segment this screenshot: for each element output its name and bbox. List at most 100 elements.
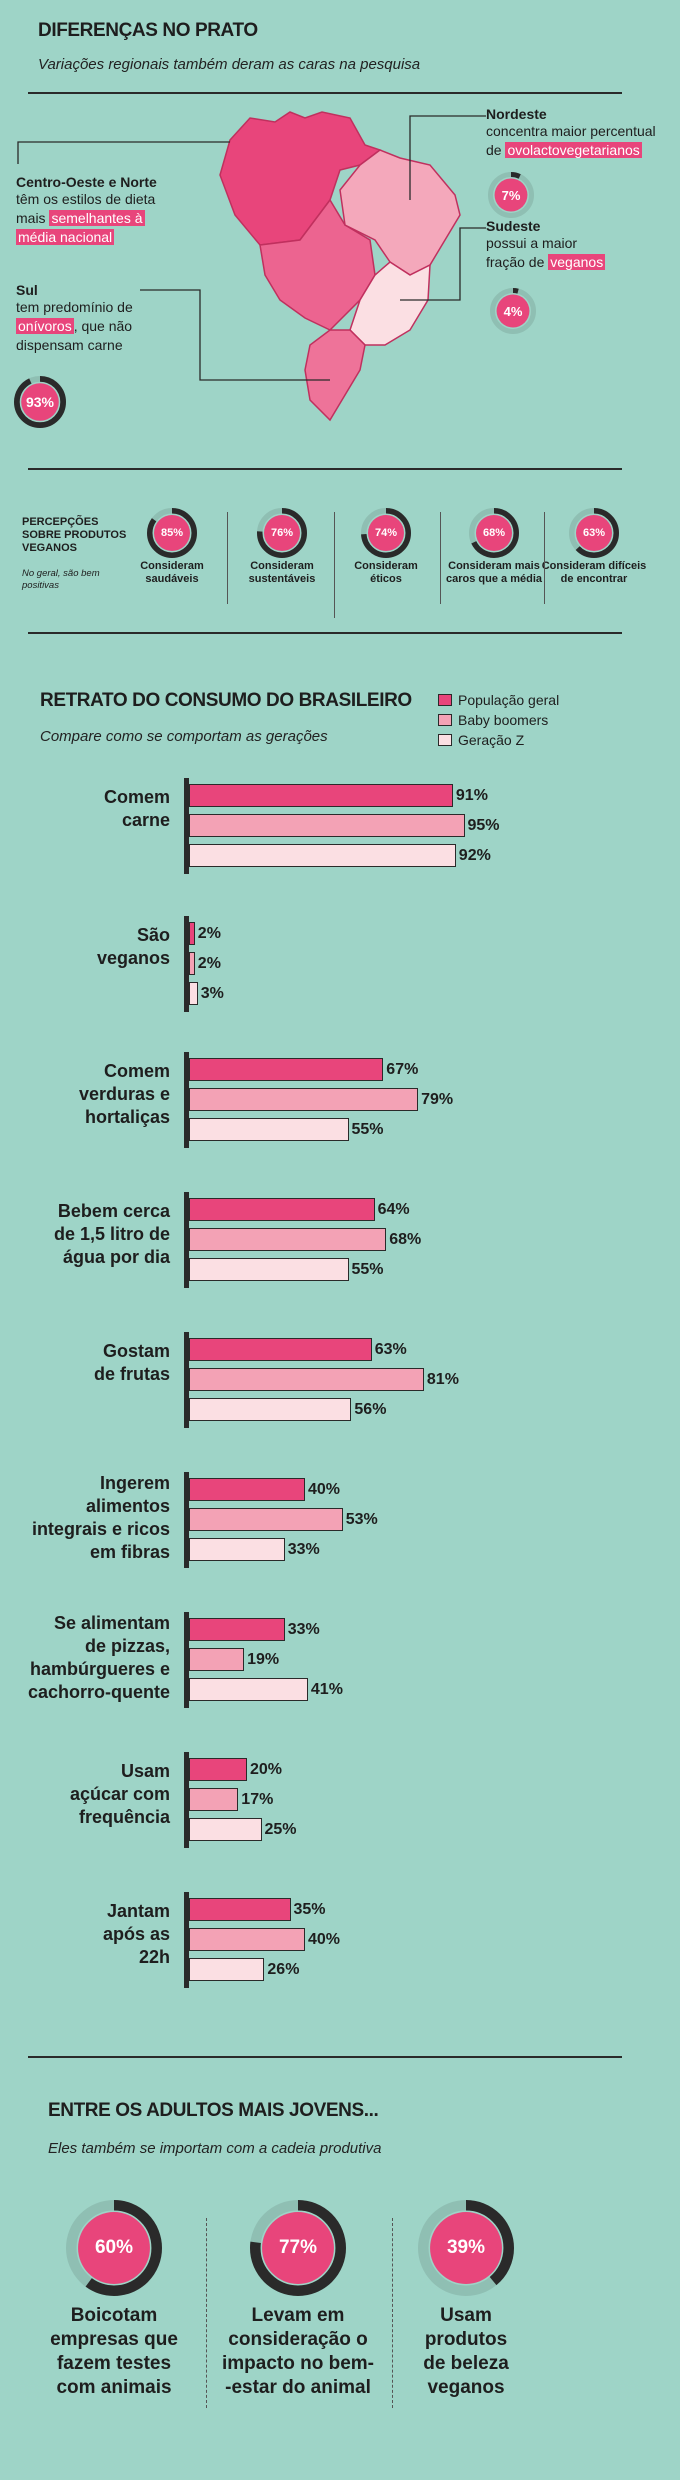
category-label-line: Comem — [103, 1061, 170, 1081]
donut-center — [496, 294, 530, 328]
category-label-line: Ingerem — [99, 1473, 170, 1493]
divider — [28, 92, 622, 94]
donut-center — [476, 515, 512, 551]
perception-caption: Consideram sustentáveis — [227, 560, 337, 586]
donut-arc — [469, 508, 519, 558]
chart-axis-line — [184, 1332, 189, 1428]
donut-arc — [257, 508, 307, 558]
centro-oeste-line2-plain: mais — [16, 210, 50, 226]
bar-value-label: 26% — [267, 1961, 300, 1978]
region-nordeste — [339, 149, 461, 276]
category-label-line: hambúrgueres e — [29, 1659, 170, 1679]
bar-boomers — [189, 814, 465, 837]
bar-value-label: 2% — [197, 925, 221, 942]
young-caption-line: Usam — [440, 2305, 492, 2326]
legend-item-populacao: População geral — [438, 692, 559, 708]
donut-value: 85% — [160, 527, 184, 539]
donut-ring — [250, 2200, 346, 2296]
young-separator — [392, 2218, 393, 2408]
sudeste-title: Sudeste — [486, 218, 541, 234]
divider — [28, 2056, 622, 2058]
donut-arc — [569, 508, 619, 558]
bar-value-label: 40% — [308, 1931, 341, 1948]
bar-genz — [189, 844, 456, 867]
category-label-line: Comem — [103, 787, 170, 807]
perception-donut: 63% — [569, 508, 619, 558]
donut-center — [21, 383, 59, 421]
divider — [28, 468, 622, 470]
category-label-line: de frutas — [93, 1364, 170, 1384]
bar-populacao — [189, 922, 195, 945]
young-caption-line: -estar do animal — [225, 2377, 371, 2398]
perception-donut: 74% — [361, 508, 411, 558]
category-label: Comem verduras e hortaliças — [0, 1060, 170, 1129]
donut-ring — [569, 508, 619, 558]
section1-subtitle: Variações regionais também deram as cara… — [38, 56, 421, 73]
chart-axis-line — [184, 778, 189, 874]
bar-boomers — [189, 1508, 343, 1531]
bar-value-label: 79% — [421, 1091, 454, 1108]
centro-oeste-highlight-1: semelhantes à — [49, 210, 145, 226]
category-label-line: frequência — [78, 1807, 170, 1827]
donut-ring — [147, 508, 197, 558]
category-label: Jantam após as 22h — [0, 1900, 170, 1969]
bar-value-label: 55% — [351, 1261, 384, 1278]
perception-caption-line: saudáveis — [145, 573, 199, 585]
category-label-line: integrais e ricos — [31, 1519, 170, 1539]
bar-value-label: 68% — [389, 1231, 422, 1248]
nordeste-donut: 7% — [488, 172, 534, 218]
young-caption-line: veganos — [427, 2377, 505, 2398]
bar-populacao — [189, 1478, 305, 1501]
category-label-line: Gostam — [102, 1341, 170, 1361]
sudeste-line2: fração de veganos — [486, 253, 676, 272]
donut-value: 93% — [25, 394, 55, 410]
category-label-line: São — [136, 925, 170, 945]
category-label-line: de 1,5 litro de — [53, 1224, 170, 1244]
donut-center — [576, 515, 612, 551]
young-donut: 60% — [66, 2200, 162, 2296]
centro-oeste-line1: têm os estilos de dieta — [16, 191, 156, 207]
young-caption: Levam em consideração o impacto no bem- -es… — [208, 2304, 388, 2400]
bar-value-label: 2% — [197, 955, 221, 972]
sul-donut: 93% — [14, 376, 66, 428]
perception-caption: Consideram difíceis de encontrar — [539, 560, 649, 586]
category-label-line: água por dia — [62, 1247, 170, 1267]
category-label-line: açúcar com — [69, 1784, 170, 1804]
donut-center — [368, 515, 404, 551]
nordeste-title: Nordeste — [486, 106, 547, 122]
bar-genz — [189, 1818, 262, 1841]
bar-populacao — [189, 1898, 291, 1921]
sul-line3: dispensam carne — [16, 337, 123, 353]
bar-value-label: 17% — [241, 1791, 274, 1808]
perceptions-note-line2: positivas — [22, 580, 59, 591]
donut-ring — [418, 2200, 514, 2296]
donut-arc — [488, 172, 534, 218]
category-label: São veganos — [0, 924, 170, 970]
perception-separator — [227, 512, 228, 604]
bar-populacao — [189, 784, 453, 807]
centro-oeste-line3: média nacional — [16, 228, 216, 247]
bar-value-label: 20% — [250, 1761, 283, 1778]
donut-center — [430, 2212, 502, 2284]
perception-caption-line: Consideram — [140, 560, 204, 572]
sudeste-line1: possui a maior — [486, 235, 578, 251]
perception-caption-line: Consideram — [250, 560, 314, 572]
young-caption: Boicotam empresas que fazem testes com anim… — [24, 2304, 204, 2400]
bar-value-label: 25% — [264, 1821, 297, 1838]
donut-arc — [490, 288, 536, 334]
category-label-line: hortaliças — [84, 1107, 170, 1127]
bar-genz — [189, 1678, 308, 1701]
bar-boomers — [189, 952, 195, 975]
bar-boomers — [189, 1228, 387, 1251]
donut-ring — [361, 508, 411, 558]
category-label-line: em fibras — [89, 1542, 170, 1562]
bar-value-label: 81% — [426, 1371, 459, 1388]
annotation-centro-oeste: Centro-Oeste e Norte têm os estilos de d… — [16, 174, 216, 247]
young-caption: Usam produtos de beleza veganos — [376, 2304, 556, 2400]
perception-caption-line: sustentáveis — [248, 573, 316, 585]
young-caption-line: produtos — [424, 2329, 508, 2350]
donut-arc — [147, 508, 197, 558]
sul-line2-plain: , que não — [73, 318, 133, 334]
perception-caption-line: Consideram mais — [448, 560, 540, 572]
chart-axis-line — [184, 916, 189, 1012]
